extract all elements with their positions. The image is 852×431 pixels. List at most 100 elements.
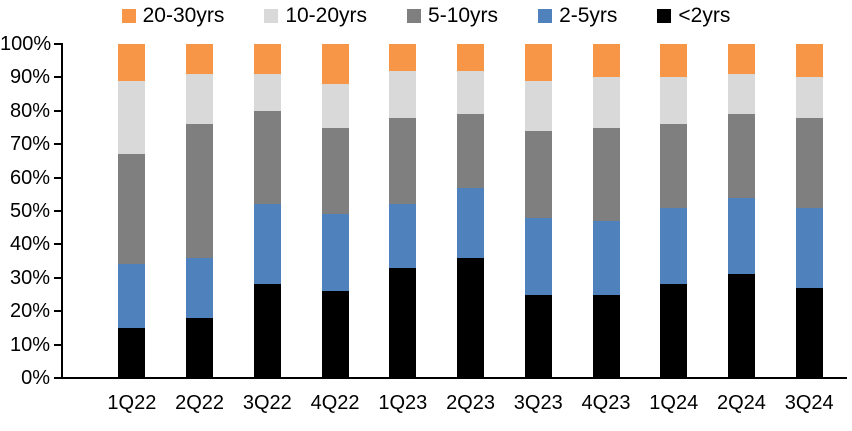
y-tick-mark — [54, 310, 62, 313]
bar-segment — [457, 44, 485, 71]
bar-segment — [118, 80, 146, 155]
bar-segment — [795, 287, 823, 378]
bar-segment — [660, 44, 688, 78]
bar-segment — [592, 44, 620, 78]
bar-segment — [592, 77, 620, 128]
bar-4Q22 — [321, 44, 349, 378]
bar-slot — [98, 44, 166, 378]
bar-segment — [592, 127, 620, 222]
x-axis-label: 1Q23 — [378, 392, 428, 414]
y-tick-label: 80% — [9, 99, 50, 122]
y-tick-label: 50% — [9, 200, 50, 222]
x-axis-label: 2Q22 — [175, 392, 225, 414]
y-tick-label: 0% — [21, 367, 50, 389]
bar-slot — [437, 44, 505, 378]
legend-label: 2-5yrs — [559, 4, 618, 27]
bar-slot — [233, 44, 301, 378]
legend-swatch-icon — [264, 9, 279, 23]
legend-swatch-icon — [657, 9, 672, 23]
bar-segment — [592, 221, 620, 295]
bar-segment — [457, 114, 485, 188]
x-axis-labels: 1Q22 2Q22 3Q22 4Q22 1Q23 2Q23 3Q23 4Q23 1Q24 2Q24… — [98, 392, 843, 415]
bar-2Q22 — [186, 44, 214, 378]
x-axis-label: 4Q22 — [310, 392, 360, 414]
y-tick-mark — [54, 143, 62, 146]
bar-segment — [321, 84, 349, 128]
bar-slot — [301, 44, 369, 378]
legend-item: 20-30yrs — [121, 4, 225, 28]
bar-1Q24 — [660, 44, 688, 378]
chart-legend: 20-30yrs 10-20yrs 5-10yrs 2-5yrs <2yrs — [0, 4, 852, 28]
bar-segment — [321, 127, 349, 215]
y-tick-label: 90% — [9, 66, 50, 89]
bar-segment — [727, 44, 755, 75]
bar-segment — [660, 207, 688, 285]
bar-slot — [369, 44, 437, 378]
legend-swatch-icon — [538, 9, 553, 23]
legend-item: 2-5yrs — [538, 4, 617, 28]
bar-slot — [775, 44, 843, 378]
bar-segment — [795, 117, 823, 208]
legend-swatch-icon — [407, 9, 422, 23]
bar-segment — [186, 317, 214, 378]
bar-2Q24 — [727, 44, 755, 378]
y-tick-label: 60% — [9, 166, 50, 189]
bar-segment — [118, 264, 146, 328]
y-tick-label: 30% — [9, 266, 50, 289]
y-tick-mark — [54, 210, 62, 212]
legend-label: 20-30yrs — [142, 4, 225, 27]
bar-segment — [795, 207, 823, 288]
legend-item: 5-10yrs — [407, 4, 498, 28]
bar-slot — [572, 44, 640, 378]
bar-segment — [118, 44, 146, 81]
bar-segment — [321, 214, 349, 292]
bar-segment — [186, 257, 214, 318]
x-axis-label: 1Q24 — [649, 392, 699, 414]
bar-4Q23 — [592, 44, 620, 378]
bar-segment — [524, 217, 552, 295]
y-tick-mark — [54, 276, 62, 279]
bar-segment — [186, 124, 214, 258]
bar-segment — [186, 74, 214, 125]
bar-slot — [640, 44, 708, 378]
x-axis-label: 1Q22 — [107, 392, 157, 414]
bar-segment — [727, 274, 755, 378]
bar-segment — [795, 77, 823, 118]
bar-segment — [795, 44, 823, 78]
bar-segment — [253, 110, 281, 205]
y-tick-mark — [54, 76, 62, 79]
x-axis-label: 3Q23 — [513, 392, 563, 414]
bar-segment — [321, 44, 349, 85]
bar-slot — [166, 44, 234, 378]
bar-segment — [118, 154, 146, 265]
bar-segment — [186, 44, 214, 75]
bar-segment — [253, 74, 281, 111]
bar-3Q22 — [253, 44, 281, 378]
bar-segment — [524, 130, 552, 218]
x-axis-line — [61, 377, 847, 379]
bar-segment — [457, 70, 485, 115]
bar-segment — [389, 267, 417, 378]
x-axis-label: 3Q24 — [784, 392, 834, 414]
y-tick-label: 70% — [9, 133, 50, 156]
legend-item: <2yrs — [657, 4, 730, 28]
y-tick-mark — [54, 43, 62, 45]
y-tick-label: 20% — [9, 300, 50, 323]
bar-segment — [524, 80, 552, 131]
legend-label: 5-10yrs — [428, 4, 499, 27]
x-axis-label: 3Q22 — [242, 392, 292, 414]
y-tick-mark — [54, 243, 62, 246]
bar-segment — [253, 284, 281, 378]
bar-segment — [727, 197, 755, 275]
bar-segment — [118, 327, 146, 378]
bar-segment — [253, 44, 281, 75]
bar-1Q23 — [389, 44, 417, 378]
x-axis-label: 4Q23 — [581, 392, 631, 414]
bar-3Q24 — [795, 44, 823, 378]
legend-item: 10-20yrs — [264, 4, 367, 28]
bar-segment — [389, 117, 417, 205]
bar-segment — [253, 204, 281, 285]
bar-segment — [389, 204, 417, 268]
bar-slot — [504, 44, 572, 378]
